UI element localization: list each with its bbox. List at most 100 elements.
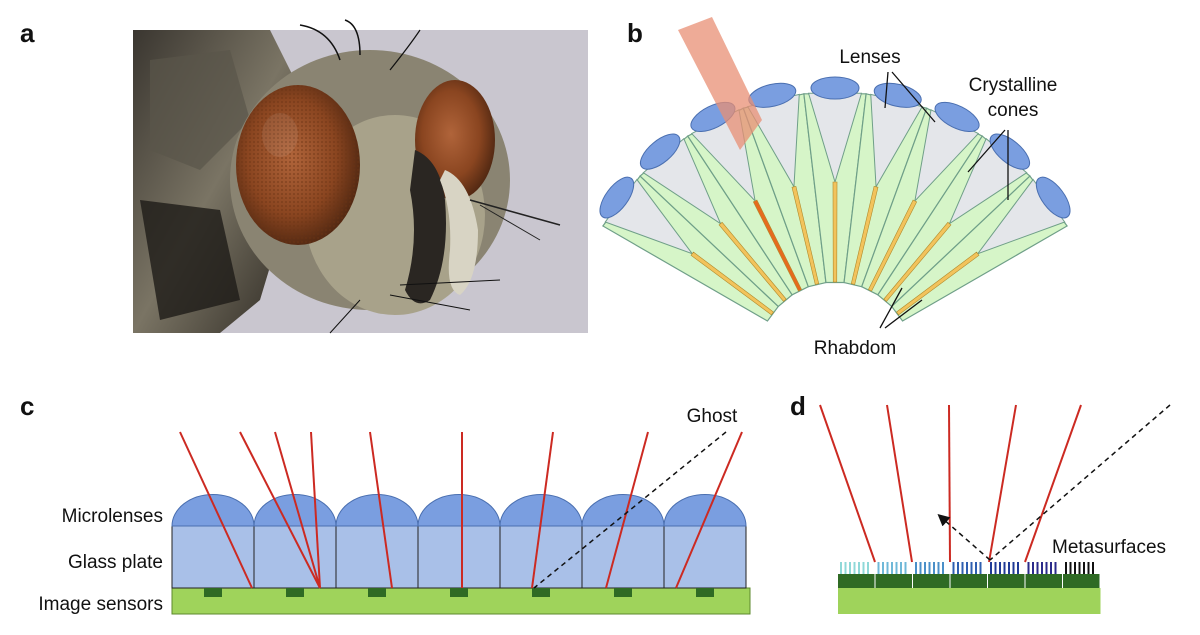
label-cones: cones (988, 100, 1039, 121)
meta-atom (1078, 562, 1081, 574)
microlens (335, 494, 419, 527)
meta-atom (1032, 562, 1034, 574)
lens (810, 76, 860, 100)
meta-atom (1074, 562, 1076, 574)
sensor-pixel (1025, 574, 1062, 588)
label-rhabdom: Rhabdom (814, 338, 896, 359)
stray-ray (989, 404, 1171, 561)
panel-b-pointers (879, 71, 1009, 329)
meta-atom (1008, 562, 1010, 574)
reflected-ray (937, 514, 991, 561)
sensor-pixel (368, 588, 386, 597)
meta-atom (904, 562, 907, 574)
microlens (581, 494, 665, 527)
meta-atom (957, 562, 959, 574)
panel-a-letter: a (20, 18, 35, 48)
meta-atom (849, 562, 851, 574)
meta-atom (882, 562, 884, 574)
lens (934, 101, 980, 133)
meta-atom (979, 562, 982, 574)
rhabdom (690, 251, 774, 316)
rhabdom (718, 221, 787, 302)
sensor-pixel (696, 588, 714, 597)
meta-atom (924, 562, 926, 574)
sensor-pixel (450, 588, 468, 597)
glass-cell (171, 525, 255, 589)
lens (989, 133, 1031, 170)
meta-atom (844, 562, 847, 574)
rhabdom (752, 199, 802, 292)
meta-atom (1041, 562, 1043, 574)
label-ghost: Ghost (687, 406, 738, 427)
meta-atom (1069, 562, 1072, 574)
glass-cell (253, 525, 337, 589)
sensor-pixel (913, 574, 950, 588)
light-ray (531, 431, 554, 589)
meta-atom (867, 562, 869, 574)
sensor-pixel (838, 574, 875, 588)
meta-atom (1036, 562, 1039, 574)
meta-atom (1012, 562, 1015, 574)
light-ray (310, 431, 321, 589)
light-ray (239, 431, 321, 589)
light-ray (886, 404, 913, 563)
meta-atom (961, 562, 964, 574)
label-glass-plate: Glass plate (68, 552, 163, 573)
sensor-pixel (1063, 574, 1100, 588)
rhabdom (883, 221, 952, 302)
meta-atom (966, 562, 968, 574)
glass-cell (417, 525, 501, 589)
light-ray (948, 404, 951, 563)
meta-atom (1087, 562, 1090, 574)
meta-atom (1083, 562, 1085, 574)
meta-atom (928, 562, 931, 574)
rhabdom (868, 199, 918, 292)
meta-atom (970, 562, 973, 574)
meta-atom (895, 562, 898, 574)
light-ray (819, 404, 876, 563)
meta-atom (1017, 562, 1019, 574)
sensor-substrate (838, 588, 1101, 614)
light-beam (678, 17, 762, 150)
meta-atom (1092, 562, 1094, 574)
glass-cell (663, 525, 747, 589)
meta-atom (999, 562, 1001, 574)
light-ray (605, 431, 649, 589)
fly-photo (133, 19, 588, 334)
rhabdom (896, 251, 980, 316)
rhabdom (832, 181, 838, 283)
light-ray (179, 431, 253, 589)
meta-atom (990, 562, 992, 574)
label-metasurfaces: Metasurfaces (1052, 537, 1166, 558)
meta-atom (975, 562, 977, 574)
meta-atom (1065, 562, 1067, 574)
light-ray (988, 404, 1017, 563)
panel-c-letter: c (20, 391, 34, 421)
meta-atom (840, 562, 842, 574)
meta-atom (1050, 562, 1052, 574)
meta-atom (886, 562, 889, 574)
compound-eye-diagram (599, 17, 1071, 322)
meta-atom (1003, 562, 1006, 574)
light-ray (675, 431, 743, 589)
microlens-array-diagram (171, 431, 751, 615)
meta-atom (937, 562, 940, 574)
meta-atom (862, 562, 865, 574)
meta-atom (919, 562, 922, 574)
sensor-pixel (875, 574, 912, 588)
sensor-pixel (204, 588, 222, 597)
lens (639, 133, 681, 170)
meta-atom (994, 562, 997, 574)
meta-atom (858, 562, 860, 574)
meta-atom (891, 562, 893, 574)
sensor-pixel (532, 588, 550, 597)
rhabdom (850, 185, 879, 285)
meta-atom (853, 562, 856, 574)
rhabdom (791, 185, 820, 285)
meta-atom (877, 562, 880, 574)
lens (1035, 176, 1071, 219)
label-crystalline: Crystalline (969, 75, 1058, 96)
glass-cell (335, 525, 419, 589)
glass-cell (581, 525, 665, 589)
